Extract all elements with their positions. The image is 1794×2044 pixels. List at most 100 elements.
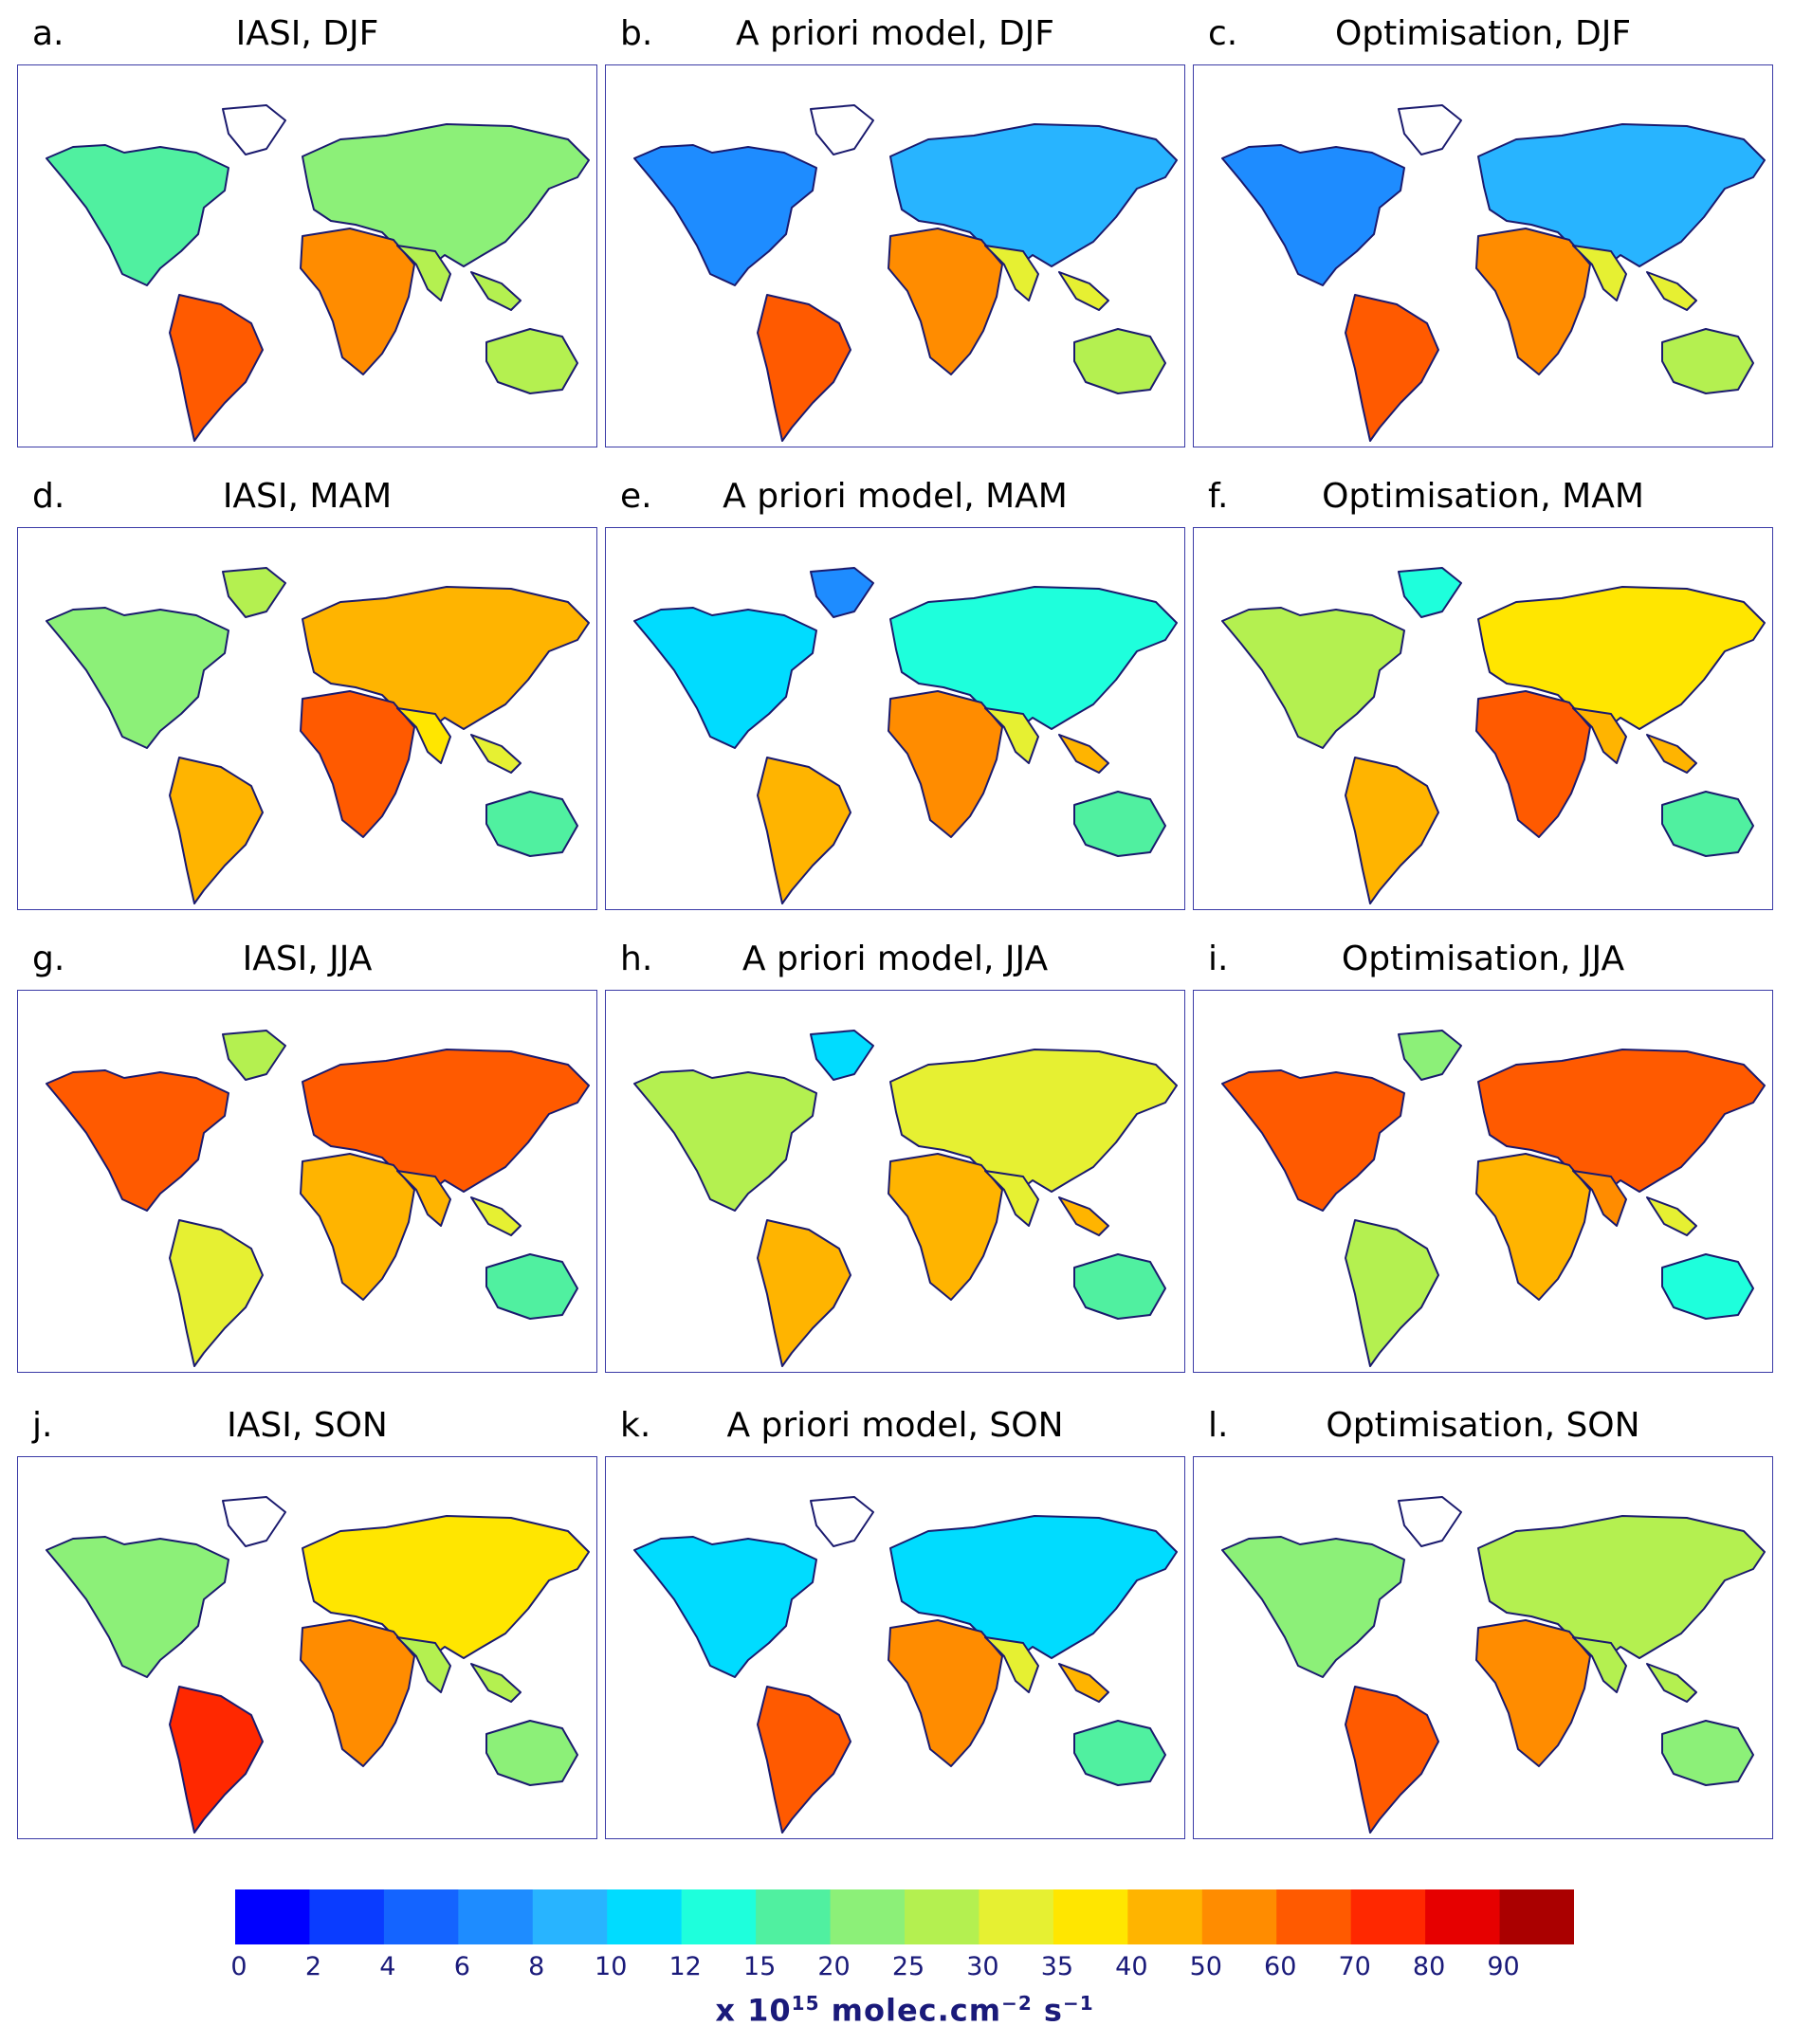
- land-region-se-asia: [1058, 271, 1109, 311]
- land-region-africa: [1475, 690, 1591, 838]
- colorbar-segment: [905, 1889, 980, 1944]
- land-region-south-america: [169, 757, 264, 904]
- panel-letter: d.: [32, 477, 65, 516]
- land-region-africa: [1475, 228, 1591, 375]
- land-region-se-asia: [470, 271, 522, 311]
- land-region-australia: [485, 1720, 578, 1786]
- colorbar-bar: [235, 1889, 1574, 1944]
- map-panel: A priori model, DJF b.: [605, 11, 1185, 447]
- land-region-north-america: [46, 1069, 229, 1212]
- land-region-europe-asia: [1477, 1515, 1766, 1663]
- land-region-arabia-india: [984, 1170, 1039, 1227]
- panel-letter: c.: [1208, 14, 1238, 53]
- land-region-se-asia: [470, 1663, 522, 1703]
- land-region-africa: [300, 1153, 415, 1301]
- land-region-north-america: [1221, 144, 1405, 286]
- land-region-north-america: [633, 1536, 817, 1678]
- land-region-australia: [1073, 328, 1166, 394]
- panel-title: IASI, DJF: [235, 14, 379, 53]
- map-frame: [17, 1456, 597, 1839]
- map-frame: [17, 990, 597, 1373]
- map-panel: Optimisation, JJA i.: [1193, 937, 1773, 1373]
- world-map: [633, 1030, 1178, 1367]
- land-region-greenland: [1398, 104, 1462, 155]
- land-region-europe-asia: [1477, 1049, 1766, 1196]
- land-region-africa: [1475, 1153, 1591, 1301]
- land-region-arabia-india: [984, 245, 1039, 301]
- land-region-greenland: [810, 1496, 874, 1547]
- land-region-arabia-india: [984, 707, 1039, 764]
- land-region-africa: [888, 1153, 1003, 1301]
- world-map: [46, 104, 590, 442]
- map-frame: [17, 527, 597, 910]
- map-frame: [605, 990, 1185, 1373]
- colorbar-tick-label: 2: [304, 1952, 322, 1981]
- panel-title: Optimisation, DJF: [1334, 14, 1632, 53]
- land-region-australia: [485, 791, 578, 857]
- world-map: [633, 1496, 1178, 1834]
- map-frame: [1193, 64, 1773, 447]
- colorbar-segment: [756, 1889, 832, 1944]
- land-region-europe-asia: [889, 123, 1178, 271]
- colorbar-tick-label: 12: [668, 1952, 702, 1981]
- colorbar-segment: [1499, 1889, 1574, 1944]
- colorbar-tick-label: 15: [742, 1952, 777, 1981]
- colorbar-tick-label: 30: [966, 1952, 999, 1981]
- map-frame: [17, 64, 597, 447]
- land-region-greenland: [222, 567, 286, 618]
- map-panel: A priori model, SON k.: [605, 1403, 1185, 1839]
- land-region-south-america: [1345, 757, 1439, 904]
- land-region-africa: [888, 228, 1003, 375]
- land-region-arabia-india: [396, 1170, 451, 1227]
- colorbar-tick-label: 0: [230, 1952, 247, 1981]
- panel-title: A priori model, JJA: [741, 940, 1049, 978]
- land-region-greenland: [222, 1496, 286, 1547]
- colorbar-tick-label: 4: [379, 1952, 396, 1981]
- land-region-greenland: [222, 1030, 286, 1081]
- map-frame: [605, 527, 1185, 910]
- land-region-south-america: [1345, 1219, 1439, 1367]
- colorbar-tick-label: 70: [1338, 1952, 1371, 1981]
- land-region-south-america: [757, 1686, 851, 1834]
- land-region-arabia-india: [396, 245, 451, 301]
- land-region-greenland: [810, 104, 874, 155]
- panel-title: Optimisation, JJA: [1341, 940, 1625, 978]
- colorbar-segment: [383, 1889, 459, 1944]
- colorbar-tick-label: 60: [1264, 1952, 1297, 1981]
- colorbar-segment: [681, 1889, 757, 1944]
- colorbar-tick-label: 6: [453, 1952, 470, 1981]
- world-map: [1221, 567, 1766, 904]
- land-region-greenland: [1398, 567, 1462, 618]
- world-map: [633, 567, 1178, 904]
- world-map: [1221, 1496, 1766, 1834]
- world-map: [633, 104, 1178, 442]
- land-region-australia: [1661, 1720, 1754, 1786]
- land-region-north-america: [633, 144, 817, 286]
- colorbar-unit-label: x 1015 molec.cm−2 s−1: [715, 1992, 1094, 2029]
- map-panel: IASI, JJA g.: [17, 937, 597, 1373]
- colorbar-segment: [532, 1889, 608, 1944]
- land-region-australia: [1073, 791, 1166, 857]
- land-region-africa: [300, 228, 415, 375]
- land-region-arabia-india: [396, 707, 451, 764]
- land-region-arabia-india: [396, 1636, 451, 1693]
- colorbar-segment: [309, 1889, 385, 1944]
- map-panel: IASI, MAM d.: [17, 474, 597, 910]
- land-region-europe-asia: [1477, 586, 1766, 734]
- map-panel: A priori model, MAM e.: [605, 474, 1185, 910]
- panel-title: A priori model, DJF: [735, 14, 1055, 53]
- colorbar-segment: [235, 1889, 311, 1944]
- land-region-south-america: [757, 757, 851, 904]
- colorbar-tick-label: 20: [817, 1952, 851, 1981]
- land-region-australia: [485, 328, 578, 394]
- colorbar-segment: [607, 1889, 683, 1944]
- colorbar-segment: [1350, 1889, 1426, 1944]
- panel-title: A priori model, SON: [726, 1406, 1064, 1445]
- land-region-greenland: [1398, 1030, 1462, 1081]
- colorbar-tick-label: 10: [595, 1952, 628, 1981]
- panel-title: Optimisation, SON: [1326, 1406, 1640, 1445]
- land-region-arabia-india: [1572, 245, 1627, 301]
- land-region-se-asia: [1646, 271, 1697, 311]
- panel-title: Optimisation, MAM: [1322, 477, 1644, 516]
